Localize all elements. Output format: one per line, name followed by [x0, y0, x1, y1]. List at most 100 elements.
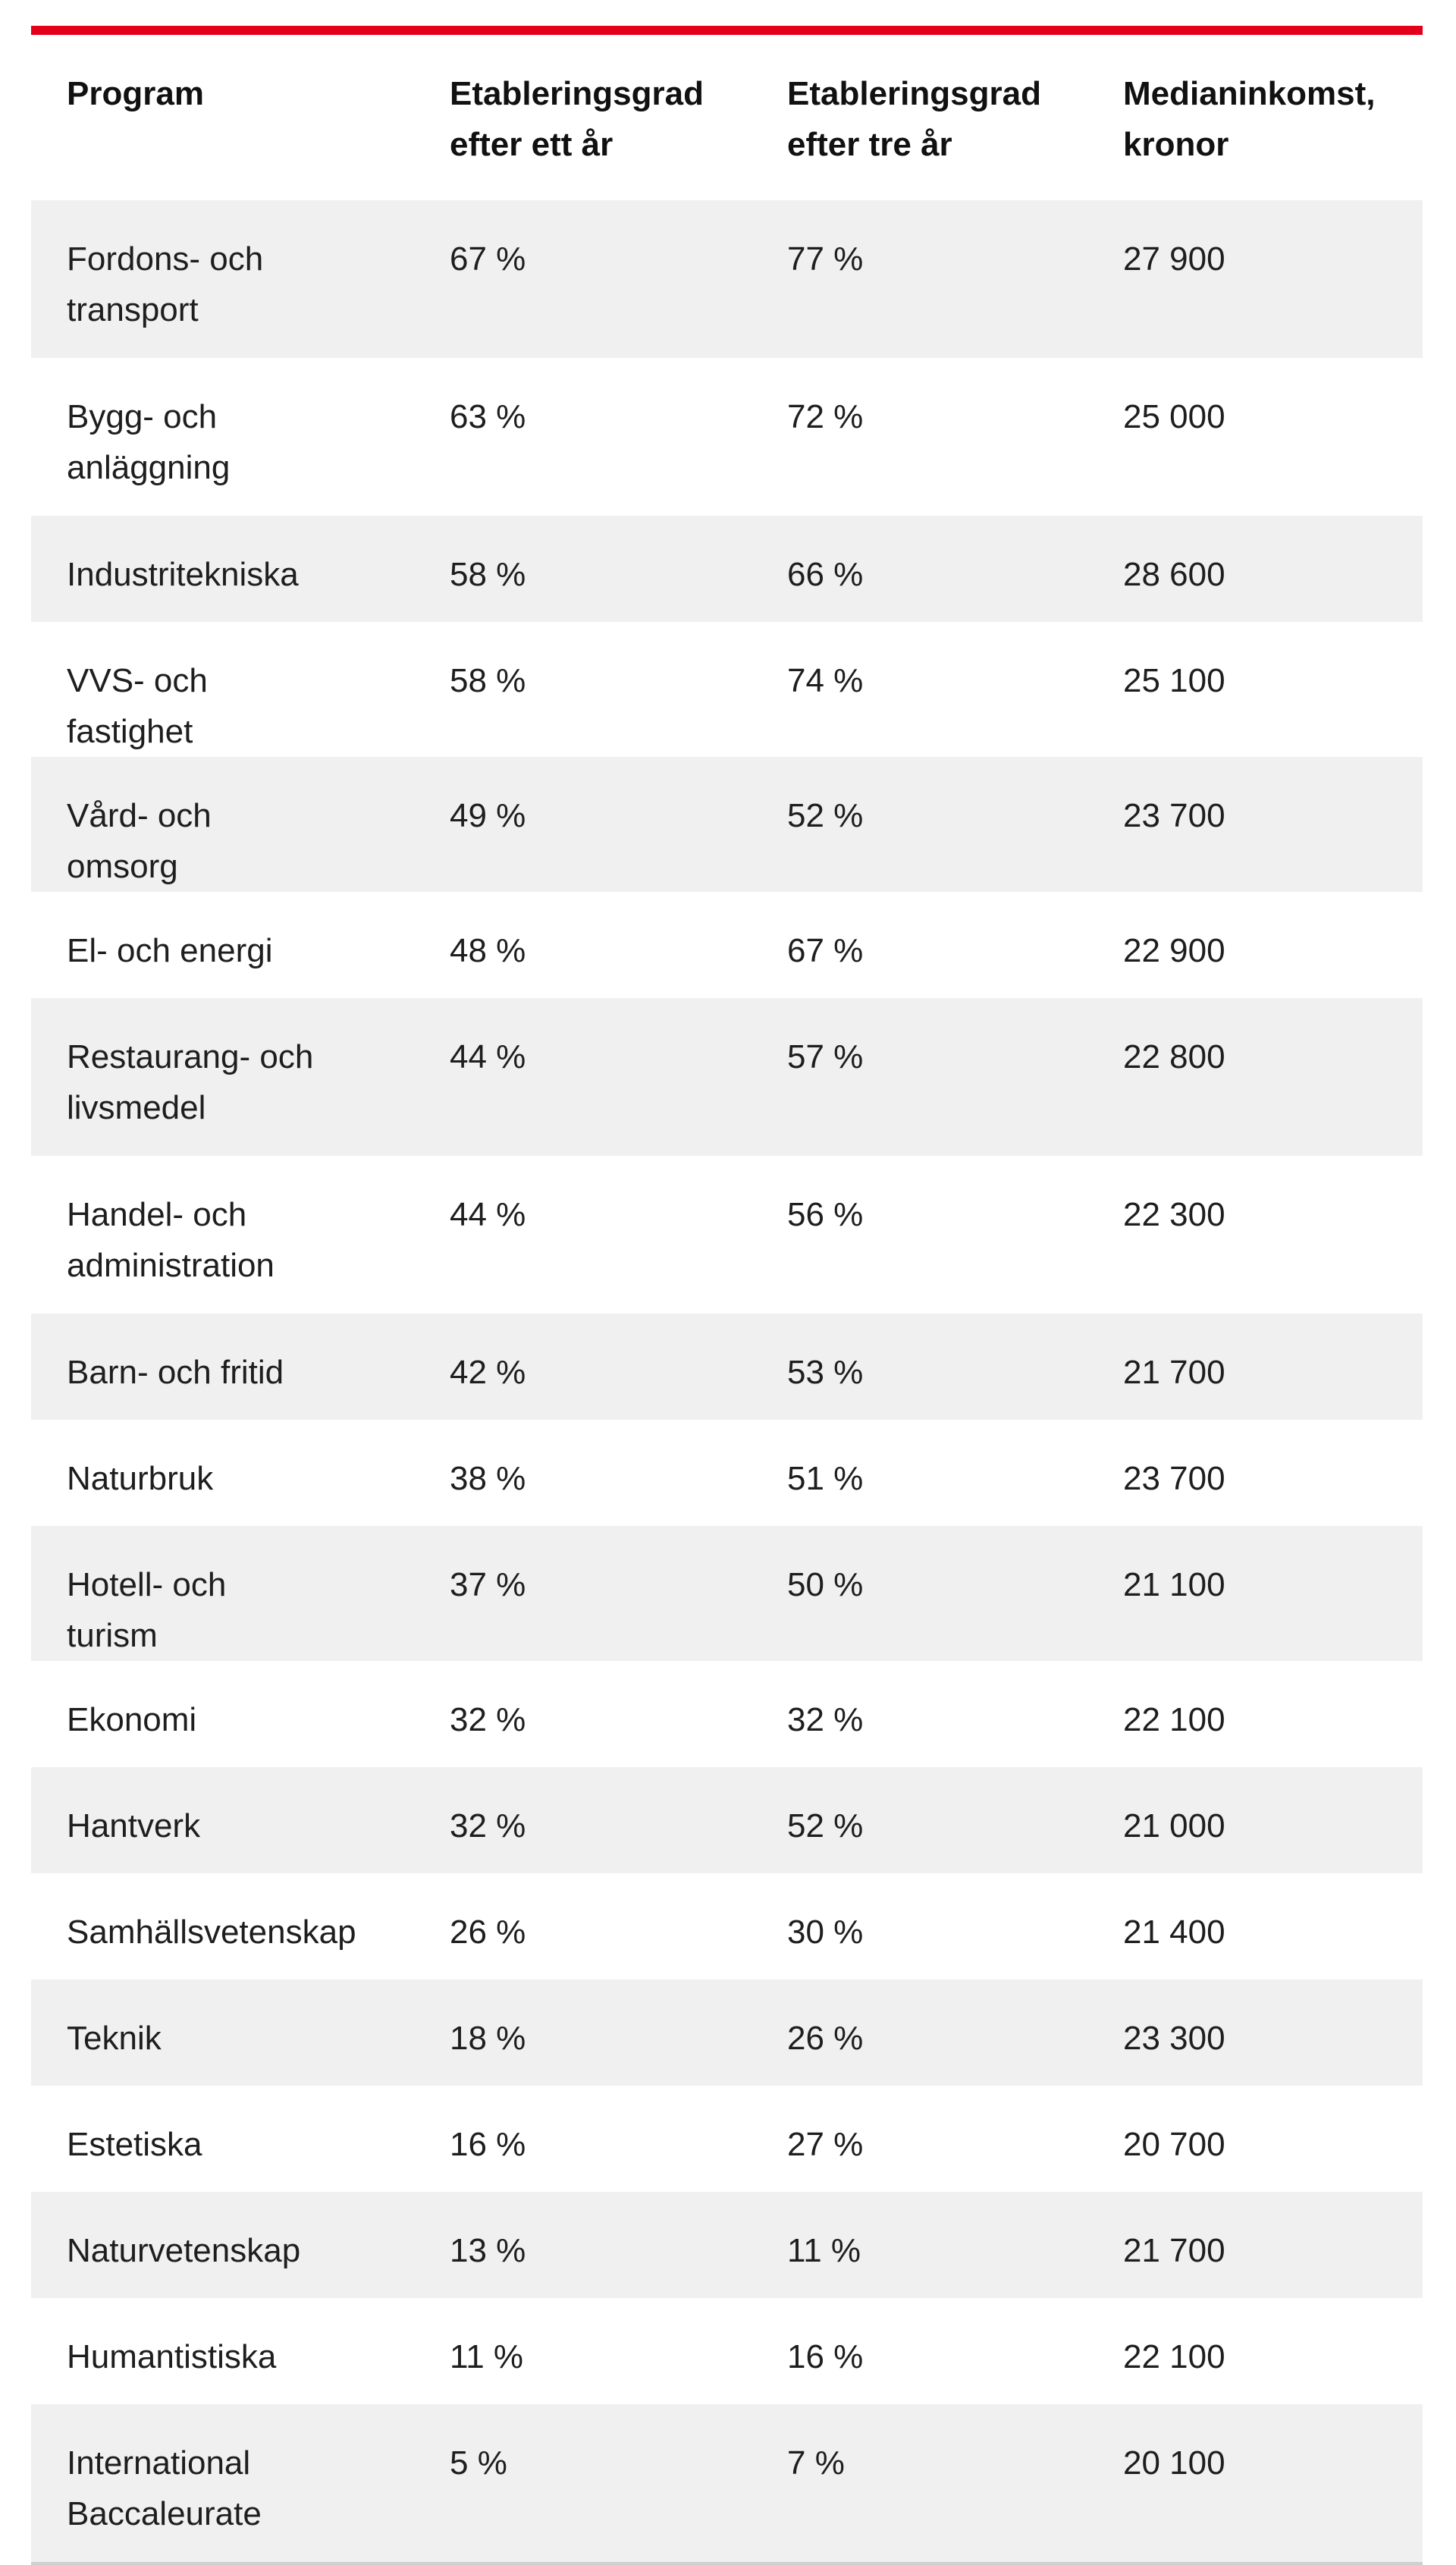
header-program: Program — [67, 75, 204, 112]
cell-establishment-three-years: 66 % — [787, 556, 864, 593]
cell-median-income: 25 100 — [1123, 662, 1225, 699]
cell-median-income: 23 700 — [1123, 797, 1225, 834]
cell-program: Naturvetenskap — [67, 2232, 301, 2269]
program-statistics-table: Program Etableringsgrad efter ett år Eta… — [31, 35, 1423, 2562]
cell-establishment-three-years: 26 % — [787, 2020, 864, 2057]
cell-establishment-one-year: 63 % — [450, 398, 526, 435]
cell-program: Fordons- och transport — [67, 240, 264, 328]
cell-establishment-three-years: 67 % — [787, 932, 864, 969]
cell-program: Naturbruk — [67, 1460, 214, 1497]
cell-median-income: 22 300 — [1123, 1196, 1225, 1233]
table-row: Naturvetenskap 13 % 11 % 21 700 — [31, 2192, 1423, 2298]
cell-program: Estetiska — [67, 2126, 202, 2163]
table-row: Industritekniska 58 % 66 % 28 600 — [31, 516, 1423, 622]
cell-median-income: 21 700 — [1123, 1354, 1225, 1391]
table-row: Restaurang- och livsmedel 44 % 57 % 22 800 — [31, 998, 1423, 1156]
cell-median-income: 25 000 — [1123, 398, 1225, 435]
cell-establishment-three-years: 32 % — [787, 1701, 864, 1738]
cell-establishment-one-year: 16 % — [450, 2126, 526, 2163]
table-row: Estetiska 16 % 27 % 20 700 — [31, 2086, 1423, 2192]
cell-median-income: 20 700 — [1123, 2126, 1225, 2163]
table-row: International Baccaleurate 5 % 7 % 20 100 — [31, 2404, 1423, 2562]
cell-establishment-three-years: 57 % — [787, 1038, 864, 1075]
cell-establishment-one-year: 32 % — [450, 1701, 526, 1738]
cell-establishment-one-year: 13 % — [450, 2232, 526, 2269]
table-row: VVS- och fastighet 58 % 74 % 25 100 — [31, 622, 1423, 757]
cell-program: Teknik — [67, 2020, 162, 2057]
cell-program: Bygg- och anläggning — [67, 398, 231, 486]
cell-establishment-three-years: 53 % — [787, 1354, 864, 1391]
table-row: Handel- och administration 44 % 56 % 22 300 — [31, 1156, 1423, 1314]
table-row: Barn- och fritid 42 % 53 % 21 700 — [31, 1314, 1423, 1420]
cell-program: Hantverk — [67, 1807, 201, 1844]
cell-median-income: 23 700 — [1123, 1460, 1225, 1497]
cell-establishment-three-years: 11 % — [787, 2232, 861, 2269]
table-row: Naturbruk 38 % 51 % 23 700 — [31, 1420, 1423, 1526]
cell-program: Hotell- och turism — [67, 1566, 227, 1654]
cell-median-income: 22 800 — [1123, 1038, 1225, 1075]
header-establishment-three-years: Etableringsgrad efter tre år — [787, 75, 1041, 163]
cell-establishment-three-years: 30 % — [787, 1914, 864, 1951]
cell-establishment-three-years: 27 % — [787, 2126, 864, 2163]
cell-program: Restaurang- och livsmedel — [67, 1038, 314, 1126]
cell-establishment-one-year: 11 % — [450, 2338, 524, 2375]
cell-establishment-three-years: 77 % — [787, 240, 864, 278]
cell-program: Samhällsvetenskap — [67, 1914, 356, 1951]
cell-establishment-one-year: 44 % — [450, 1038, 526, 1075]
table-row: El- och energi 48 % 67 % 22 900 — [31, 892, 1423, 998]
data-table-container: Program Etableringsgrad efter ett år Eta… — [31, 26, 1423, 2565]
cell-program: El- och energi — [67, 932, 273, 969]
cell-median-income: 21 100 — [1123, 1566, 1225, 1603]
cell-establishment-three-years: 74 % — [787, 662, 864, 699]
table-header-row: Program Etableringsgrad efter ett år Eta… — [31, 35, 1423, 200]
table-row: Vård- och omsorg 49 % 52 % 23 700 — [31, 757, 1423, 892]
cell-median-income: 21 000 — [1123, 1807, 1225, 1844]
cell-establishment-one-year: 37 % — [450, 1566, 526, 1603]
cell-program: International Baccaleurate — [67, 2444, 262, 2532]
cell-median-income: 22 100 — [1123, 1701, 1225, 1738]
cell-establishment-one-year: 18 % — [450, 2020, 526, 2057]
cell-establishment-one-year: 58 % — [450, 662, 526, 699]
cell-establishment-one-year: 32 % — [450, 1807, 526, 1844]
cell-program: Handel- och administration — [67, 1196, 275, 1284]
cell-establishment-three-years: 50 % — [787, 1566, 864, 1603]
cell-median-income: 27 900 — [1123, 240, 1225, 278]
cell-program: Vård- och omsorg — [67, 797, 212, 885]
cell-establishment-one-year: 48 % — [450, 932, 526, 969]
cell-median-income: 21 700 — [1123, 2232, 1225, 2269]
table-row: Fordons- och transport 67 % 77 % 27 900 — [31, 200, 1423, 358]
cell-establishment-one-year: 58 % — [450, 556, 526, 593]
cell-establishment-one-year: 26 % — [450, 1914, 526, 1951]
cell-establishment-three-years: 56 % — [787, 1196, 864, 1233]
header-median-income: Medianinkomst, kronor — [1123, 75, 1376, 163]
cell-establishment-one-year: 49 % — [450, 797, 526, 834]
cell-median-income: 22 100 — [1123, 2338, 1225, 2375]
cell-median-income: 28 600 — [1123, 556, 1225, 593]
cell-establishment-one-year: 5 % — [450, 2444, 507, 2482]
table-row: Humantistiska 11 % 16 % 22 100 — [31, 2298, 1423, 2404]
accent-top-border — [31, 26, 1423, 35]
cell-establishment-three-years: 52 % — [787, 1807, 864, 1844]
table-row: Samhällsvetenskap 26 % 30 % 21 400 — [31, 1873, 1423, 1979]
table-row: Bygg- och anläggning 63 % 72 % 25 000 — [31, 358, 1423, 516]
table-row: Ekonomi 32 % 32 % 22 100 — [31, 1661, 1423, 1767]
cell-program: Barn- och fritid — [67, 1354, 284, 1391]
cell-median-income: 20 100 — [1123, 2444, 1225, 2482]
cell-establishment-one-year: 67 % — [450, 240, 526, 278]
cell-establishment-one-year: 42 % — [450, 1354, 526, 1391]
cell-establishment-three-years: 52 % — [787, 797, 864, 834]
cell-median-income: 21 400 — [1123, 1914, 1225, 1951]
cell-median-income: 22 900 — [1123, 932, 1225, 969]
table-row: Hotell- och turism 37 % 50 % 21 100 — [31, 1526, 1423, 1661]
cell-establishment-three-years: 16 % — [787, 2338, 864, 2375]
table-row: Hantverk 32 % 52 % 21 000 — [31, 1767, 1423, 1873]
cell-establishment-three-years: 51 % — [787, 1460, 864, 1497]
header-establishment-one-year: Etableringsgrad efter ett år — [450, 75, 704, 163]
cell-program: Humantistiska — [67, 2338, 277, 2375]
cell-establishment-one-year: 38 % — [450, 1460, 526, 1497]
cell-establishment-one-year: 44 % — [450, 1196, 526, 1233]
table-bottom-border — [31, 2562, 1423, 2565]
cell-program: Industritekniska — [67, 556, 299, 593]
cell-program: Ekonomi — [67, 1701, 197, 1738]
cell-establishment-three-years: 7 % — [787, 2444, 845, 2482]
